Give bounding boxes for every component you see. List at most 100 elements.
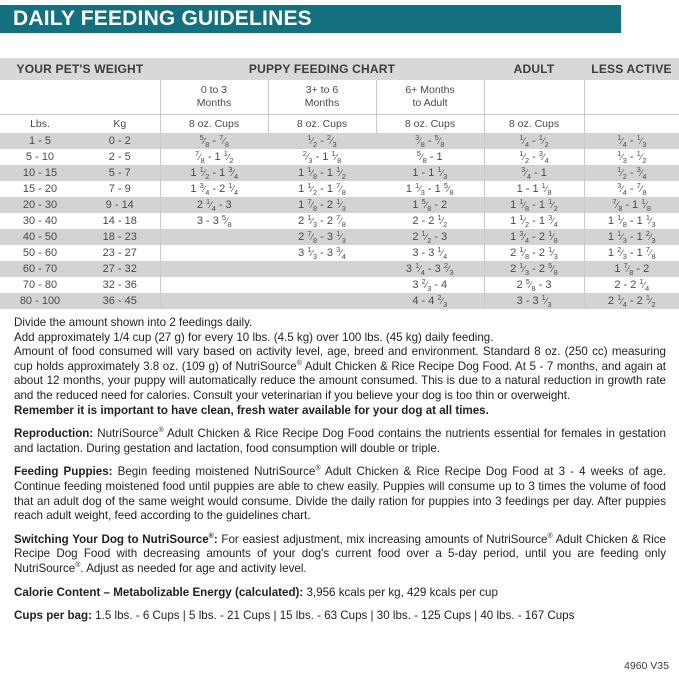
cell-less-active: 1 1⁄3 - 1 2⁄3	[583, 229, 679, 246]
cell-puppy-0-3-months	[159, 229, 268, 246]
cell-puppy-6-adult: 3 1⁄4 - 3 2⁄3	[405, 261, 454, 278]
cell-weight-kg: 5 - 7	[108, 167, 131, 180]
cell-puppy-6-adult: 1 5⁄8 - 2	[412, 197, 448, 214]
page-title-banner: DAILY FEEDING GUIDELINES	[0, 5, 621, 33]
para-calorie-content: Calorie Content – Metabolizable Energy (…	[14, 586, 666, 601]
cell-puppy-6-adult: 3⁄8 - 5⁄8	[415, 133, 445, 150]
header-unit-cups-adult: 8 oz. Cups	[483, 113, 585, 133]
cell-less-active: 1 7⁄8 - 2	[583, 261, 679, 278]
cell-puppy-0-3-months: 7⁄8 - 1 1⁄2	[159, 149, 268, 166]
para-amount-of-food: Amount of food consumed will vary based …	[14, 345, 667, 402]
header-unit-cups-3-6: 8 oz. Cups	[267, 113, 376, 133]
cell-weight-lbs: 20 - 30	[22, 199, 58, 212]
header-row-groups: YOUR PET'S WEIGHT PUPPY FEEDING CHART AD…	[0, 58, 679, 80]
cell-weight-lbs: 70 - 80	[22, 279, 58, 292]
cell-puppy-0-3-months	[159, 293, 268, 310]
cell-weight-lbs: 40 - 50	[22, 231, 58, 244]
cell-puppy-3-6-months	[268, 277, 376, 293]
header-age-3-to-6-line2: Months	[304, 96, 340, 109]
cell-puppy-0-3-months: 5⁄8 - 7⁄8	[159, 133, 268, 150]
para-water-reminder: Remember it is important to have clean, …	[14, 403, 489, 417]
text-calorie-content: 3,956 kcals per kg, 429 kcals per cup	[303, 585, 498, 599]
cell-weight-lbs: 50 - 60	[22, 247, 58, 260]
header-row-ages: 0 to 3 Months 3+ to 6 Months 6+ Months t…	[0, 80, 679, 114]
cell-adult: 2 1⁄8 - 2 1⁄3	[483, 245, 585, 262]
cell-weight-kg: 2 - 5	[108, 151, 131, 164]
cell-puppy-6-adult: 2 - 2 1⁄2	[412, 213, 448, 230]
header-unit-lbs: Lbs.	[0, 113, 80, 133]
header-age-0-to-3-line2: Months	[196, 96, 232, 109]
cell-weight-lbs: 1 - 5	[28, 135, 51, 148]
table-row: 5 - 10 2 - 5 7⁄8 - 1 1⁄2 2⁄3 - 1 1⁄8 5⁄8 - 1…	[0, 149, 679, 166]
cell-adult: 3⁄4 - 1	[483, 165, 585, 182]
header-age-0-to-3-line1: 0 to 3	[200, 83, 228, 96]
cell-weight-kg: 27 - 32	[102, 263, 137, 276]
label-calorie-content: Calorie Content – Metabolizable Energy (…	[14, 585, 304, 599]
header-unit-kg: Kg	[80, 113, 160, 133]
cell-adult: 1⁄2 - 3⁄4	[483, 149, 585, 166]
label-switching: Switching Your Dog to NutriSource®:	[14, 532, 218, 546]
cell-adult: 1 - 1 1⁄8	[483, 181, 585, 198]
cell-weight-lbs: 5 - 10	[25, 151, 55, 164]
cell-puppy-0-3-months: 1 3⁄4 - 2 1⁄4	[159, 181, 268, 198]
cell-puppy-6-adult: 4 - 4 2⁄3	[412, 293, 448, 310]
table-row: 50 - 60 23 - 27 3 1⁄3 - 3 3⁄4 3 - 3 1⁄4 2 1⁄…	[0, 245, 679, 262]
header-age-0-to-3-months: 0 to 3 Months	[159, 80, 268, 114]
cell-adult: 1⁄4 - 1⁄2	[483, 133, 585, 150]
header-row-units: Lbs. Kg 8 oz. Cups 8 oz. Cups 8 oz. Cups…	[0, 113, 679, 133]
header-your-pets-weight: YOUR PET'S WEIGHT	[16, 62, 144, 76]
cell-less-active: 1 2⁄3 - 1 7⁄8	[583, 245, 679, 262]
cell-weight-lbs: 10 - 15	[22, 167, 58, 180]
header-spacer-lbs	[0, 80, 80, 114]
cell-weight-kg: 9 - 14	[105, 199, 134, 212]
cell-puppy-3-6-months: 2⁄3 - 1 1⁄8	[302, 149, 342, 166]
header-puppy-feeding-chart: PUPPY FEEDING CHART	[248, 62, 396, 76]
table-row: 10 - 15 5 - 7 1 1⁄2 - 1 3⁄4 1 1⁄8 - 1 1⁄2 1 …	[0, 165, 679, 182]
para-feeding-puppies: Feeding Puppies: Begin feeding moistened…	[14, 465, 666, 523]
table-head: YOUR PET'S WEIGHT PUPPY FEEDING CHART AD…	[0, 58, 679, 133]
cell-puppy-6-adult: 1 1⁄3 - 1 5⁄8	[405, 181, 454, 198]
cell-puppy-6-adult: 2 1⁄2 - 3	[412, 229, 448, 246]
cell-puppy-3-6-months: 1 7⁄8 - 2 1⁄3	[298, 197, 346, 214]
cell-adult: 3 - 3 1⁄3	[483, 293, 585, 310]
para-reproduction: Reproduction: NutriSource® Adult Chicken…	[14, 427, 666, 456]
cell-weight-kg: 36 - 45	[102, 295, 137, 308]
cell-puppy-6-adult: 3 2⁄3 - 4	[412, 277, 448, 294]
cell-puppy-3-6-months: 1 1⁄8 - 1 1⁄2	[298, 165, 346, 182]
cell-puppy-3-6-months: 3 1⁄3 - 3 3⁄4	[298, 245, 346, 262]
header-less-active: LESS ACTIVE	[591, 62, 672, 76]
cell-puppy-3-6-months	[268, 293, 376, 309]
header-unit-cups-0-3: 8 oz. Cups	[159, 113, 268, 133]
page-title: DAILY FEEDING GUIDELINES	[13, 7, 312, 30]
cell-weight-lbs: 60 - 70	[22, 263, 58, 276]
cell-less-active: 1⁄4 - 1⁄3	[583, 133, 679, 150]
cell-puppy-0-3-months	[159, 261, 268, 278]
header-unit-cups-6-adult: 8 oz. Cups	[375, 113, 485, 133]
cell-puppy-0-3-months	[159, 245, 268, 262]
cell-less-active: 2 1⁄4 - 2 1⁄2	[583, 293, 679, 310]
para-cups-per-bag: Cups per bag: 1.5 lbs. - 6 Cups | 5 lbs.…	[14, 609, 666, 624]
text-feeding-puppies: Begin feeding moistened NutriSource® Adu…	[14, 465, 666, 523]
text-reproduction: NutriSource® Adult Chicken & Rice Recipe…	[14, 427, 666, 455]
text-switching: For easiest adjustment, mix increasing a…	[14, 532, 666, 575]
cell-puppy-6-adult: 3 - 3 1⁄4	[412, 245, 448, 262]
table-row: 1 - 5 0 - 2 5⁄8 - 7⁄8 1⁄2 - 2⁄3 3⁄8 - 5⁄8 1⁄4…	[0, 133, 679, 150]
body-copy: Divide the amount shown into 2 feedings …	[14, 316, 666, 633]
feeding-table: YOUR PET'S WEIGHT PUPPY FEEDING CHART AD…	[0, 58, 679, 310]
para-divide: Divide the amount shown into 2 feedings …	[14, 316, 253, 329]
cell-puppy-0-3-months: 1 1⁄2 - 1 3⁄4	[159, 165, 268, 182]
header-unit-cups-less-active	[583, 113, 679, 133]
header-spacer-kg	[80, 80, 160, 114]
table-row: 15 - 20 7 - 9 1 3⁄4 - 2 1⁄4 1 1⁄2 - 1 7⁄8 1 …	[0, 181, 679, 198]
label-reproduction: Reproduction:	[14, 427, 94, 441]
cell-adult: 2 1⁄3 - 2 5⁄8	[483, 261, 585, 278]
cell-adult: 1 1⁄2 - 1 3⁄4	[483, 213, 585, 230]
cell-puppy-0-3-months	[159, 277, 268, 294]
label-feeding-puppies: Feeding Puppies:	[14, 465, 113, 479]
cell-puppy-6-adult: 5⁄8 - 1	[416, 149, 443, 166]
cell-less-active: 7⁄8 - 1 1⁄8	[583, 197, 679, 214]
table-row: 20 - 30 9 - 14 2 1⁄4 - 3 1 7⁄8 - 2 1⁄3 1 5⁄8…	[0, 197, 679, 214]
cell-puppy-0-3-months: 3 - 3 5⁄8	[159, 213, 268, 230]
header-age-6-months-to-adult: 6+ Months to Adult	[375, 80, 485, 114]
